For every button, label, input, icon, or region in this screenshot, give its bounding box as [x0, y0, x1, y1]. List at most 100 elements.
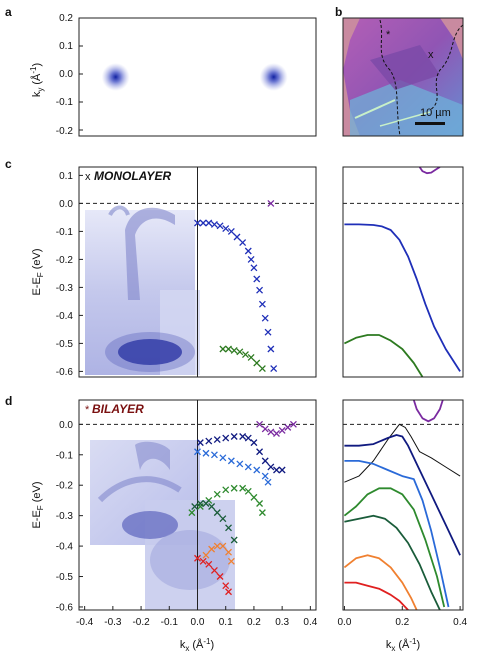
data-marker [264, 478, 272, 486]
data-marker [196, 439, 204, 447]
data-marker [222, 225, 230, 233]
panel-c-arpes-image [85, 205, 200, 375]
ytick-label: -0.1 [56, 227, 74, 238]
band-line [344, 223, 461, 372]
band-line [344, 334, 424, 377]
data-marker [225, 345, 232, 353]
data-marker [227, 457, 235, 465]
data-marker [208, 545, 216, 553]
data-marker [267, 345, 275, 353]
data-marker [199, 219, 207, 227]
panel-right-xticks: 0.0 0.2 0.4 [337, 606, 467, 628]
band-line [343, 554, 418, 610]
bz-spot-right [259, 63, 288, 91]
data-marker [278, 466, 286, 474]
ytick-label: -0.2 [56, 255, 74, 266]
data-marker [239, 484, 247, 492]
band-line [344, 460, 450, 608]
panel-c-label: c [5, 157, 12, 171]
ytick-a-2: 0.0 [59, 69, 73, 80]
data-marker [258, 300, 266, 308]
data-marker [216, 573, 224, 580]
data-marker [196, 503, 204, 510]
optical-image: * x 10 µm [343, 18, 464, 137]
panel-c-ylabel: E-EF (eV) [31, 248, 45, 295]
panel-d-label: d [5, 394, 12, 408]
data-marker [230, 484, 238, 492]
panel-a-ylabel: ky (Å-1) [29, 63, 45, 97]
panel-right-xlabel: kx (Å-1) [386, 637, 420, 653]
band-line [344, 423, 461, 483]
ytick-label: -0.2 [56, 481, 74, 492]
panel-b-label: b [335, 5, 342, 19]
data-marker [213, 436, 221, 444]
xtick-label: -0.3 [104, 617, 122, 628]
panel-d-title-mark: * [85, 404, 90, 416]
data-marker [244, 247, 252, 255]
data-marker [273, 430, 280, 437]
data-marker [219, 454, 227, 462]
panel-c-frame [78, 166, 317, 378]
panel-d-right-frame [342, 399, 464, 611]
xtick-label: 0.2 [247, 617, 261, 628]
data-marker [219, 345, 227, 353]
data-marker [194, 219, 201, 227]
ytick-label: -0.3 [56, 511, 74, 522]
bz-spot-left [101, 63, 130, 91]
ytick-label: -0.4 [56, 542, 74, 553]
data-marker [236, 460, 244, 468]
data-marker [242, 351, 249, 359]
data-marker [256, 448, 264, 456]
xtick-label: 0.0 [191, 617, 205, 628]
data-marker [188, 509, 196, 517]
panel-d-right-bands [343, 400, 461, 610]
scalebar [415, 122, 445, 125]
data-marker [270, 365, 278, 373]
data-marker [236, 348, 244, 356]
data-marker [225, 588, 232, 596]
panel-d-yticks: 0.0 -0.1 -0.2 -0.3 -0.4 -0.5 -0.6 [56, 420, 83, 613]
data-marker [205, 560, 213, 568]
data-marker [230, 433, 238, 440]
panel-c-markers [194, 199, 278, 373]
data-marker [196, 500, 204, 507]
data-marker [256, 420, 264, 428]
data-marker [244, 434, 252, 442]
band-line [344, 434, 461, 556]
xtick-label: 0.1 [219, 617, 233, 628]
data-marker [250, 264, 258, 272]
panel-a-label: a [5, 5, 12, 19]
data-marker [256, 500, 264, 507]
panel-c-yticks: 0.1 0.0 -0.1 -0.2 -0.3 -0.4 -0.5 -0.6 [56, 171, 83, 378]
xtick-label: 0.4 [453, 617, 467, 628]
ytick-a-0: 0.2 [59, 13, 73, 24]
ytick-label: -0.5 [56, 572, 74, 583]
data-marker [230, 536, 238, 544]
scalebar-label: 10 µm [420, 107, 451, 119]
data-marker [194, 554, 201, 562]
data-marker [202, 449, 210, 457]
panel-c-right-bands [344, 167, 461, 377]
data-marker [227, 557, 235, 565]
monolayer-marker: x [428, 49, 434, 61]
data-marker [261, 425, 269, 433]
data-marker [213, 509, 221, 517]
ytick-a-3: -0.1 [56, 97, 74, 108]
data-marker [253, 466, 261, 474]
data-marker [264, 328, 272, 336]
data-marker [247, 353, 255, 361]
ytick-label: 0.0 [59, 199, 73, 210]
data-marker [250, 439, 258, 447]
ytick-label: -0.6 [56, 367, 74, 378]
band-line [418, 167, 441, 175]
ytick-label: -0.6 [56, 602, 74, 613]
data-marker [213, 542, 221, 550]
data-marker [219, 515, 227, 523]
band-line [343, 487, 446, 608]
bilayer-marker: * [386, 29, 391, 41]
xtick-label: 0.4 [303, 617, 317, 628]
data-marker [225, 524, 232, 532]
panel-b-frame [342, 17, 464, 137]
data-marker [219, 542, 227, 550]
